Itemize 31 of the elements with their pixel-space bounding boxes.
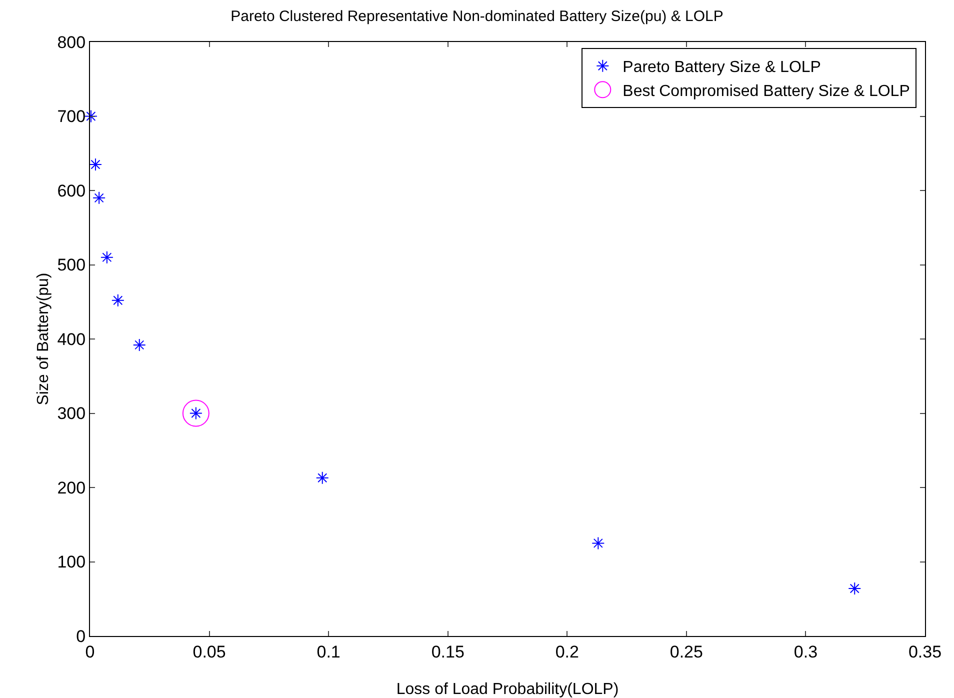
- y-axis-title: Size of Battery(pu): [35, 272, 52, 406]
- x-tick-label: 0.35: [908, 642, 942, 662]
- y-tick-label: 300: [57, 404, 86, 424]
- point: [100, 250, 114, 264]
- x-axis-title: Loss of Load Probability(LOLP): [396, 681, 619, 698]
- point: [316, 471, 329, 484]
- legend-label: Pareto Battery Size & LOLP: [622, 59, 821, 76]
- y-tick-label: 600: [57, 181, 86, 200]
- point: [592, 536, 605, 550]
- point: [848, 582, 862, 595]
- x-tick-label: 0.15: [431, 642, 464, 662]
- legend-label: Best Compromised Battery Size & LOLP: [622, 82, 910, 100]
- point: [132, 338, 146, 352]
- y-tick-label: 200: [57, 478, 86, 498]
- y-tick-label: 500: [57, 256, 86, 275]
- x-tick-label: 0.1: [316, 642, 340, 662]
- y-tick-label: 100: [57, 552, 86, 572]
- x-tick-label: 0.05: [192, 642, 226, 662]
- point: [88, 158, 102, 172]
- point: [111, 294, 124, 307]
- y-tick-label: 0: [76, 626, 86, 646]
- y-tick-label: 700: [57, 107, 86, 126]
- x-tick-label: 0.25: [670, 642, 703, 662]
- y-tick-label: 800: [57, 32, 86, 52]
- point: [182, 400, 210, 427]
- chart-title: Pareto Clustered Representative Non-dominated Battery Size(pu) & LOLP: [230, 8, 724, 25]
- y-tick-label: 400: [57, 330, 86, 349]
- point: [92, 191, 106, 204]
- x-tick-label: 0.2: [555, 642, 579, 662]
- x-tick-label: 0.3: [794, 642, 818, 662]
- point: [84, 110, 98, 123]
